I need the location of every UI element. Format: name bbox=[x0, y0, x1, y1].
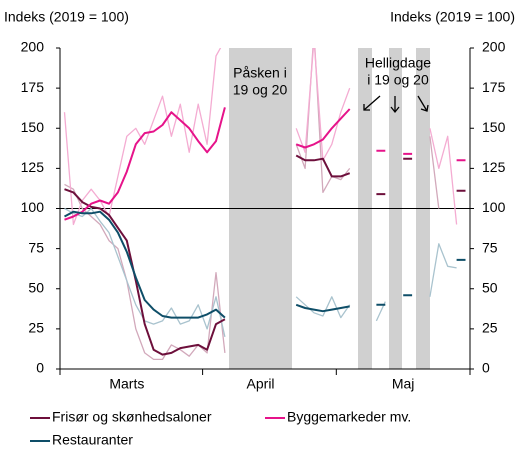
y2-tick-label: 25 bbox=[482, 320, 498, 336]
x-tick-label: April bbox=[247, 376, 275, 392]
legend-label: Byggemarkeder mv. bbox=[287, 409, 411, 425]
y2-axis-label: Indeks (2019 = 100) bbox=[390, 9, 515, 25]
legend-label: Frisør og skønhedsaloner bbox=[52, 409, 212, 425]
y2-tick-label: 100 bbox=[482, 199, 506, 215]
annotation: 19 og 20 bbox=[233, 82, 288, 98]
annotation: Påsken i bbox=[233, 65, 287, 81]
y-tick-label: 150 bbox=[21, 119, 45, 135]
y-tick-label: 200 bbox=[21, 39, 45, 55]
y-tick-label: 100 bbox=[21, 199, 45, 215]
y2-tick-label: 150 bbox=[482, 119, 506, 135]
annotation: i 19 og 20 bbox=[367, 72, 429, 88]
arrows bbox=[363, 95, 429, 114]
y-tick-label: 0 bbox=[36, 360, 44, 376]
series-line bbox=[64, 107, 466, 221]
series-line bbox=[64, 210, 466, 319]
y-tick-label: 25 bbox=[28, 320, 44, 336]
x-tick-label: Marts bbox=[109, 376, 144, 392]
y2-tick-label: 50 bbox=[482, 279, 498, 295]
y-axis-label: Indeks (2019 = 100) bbox=[4, 9, 129, 25]
y-tick-label: 125 bbox=[21, 159, 45, 175]
x-tick-label: Maj bbox=[392, 376, 415, 392]
legend-label: Restauranter bbox=[52, 432, 133, 448]
y2-tick-label: 0 bbox=[482, 360, 490, 376]
y-tick-label: 50 bbox=[28, 279, 44, 295]
y2-tick-label: 175 bbox=[482, 79, 506, 95]
series-line bbox=[64, 154, 466, 356]
y-tick-label: 75 bbox=[28, 239, 44, 255]
annotation: Helligdage bbox=[365, 55, 431, 71]
y2-tick-label: 75 bbox=[482, 239, 498, 255]
y2-tick-label: 200 bbox=[482, 39, 506, 55]
y-tick-label: 175 bbox=[21, 79, 45, 95]
y2-tick-label: 125 bbox=[482, 159, 506, 175]
